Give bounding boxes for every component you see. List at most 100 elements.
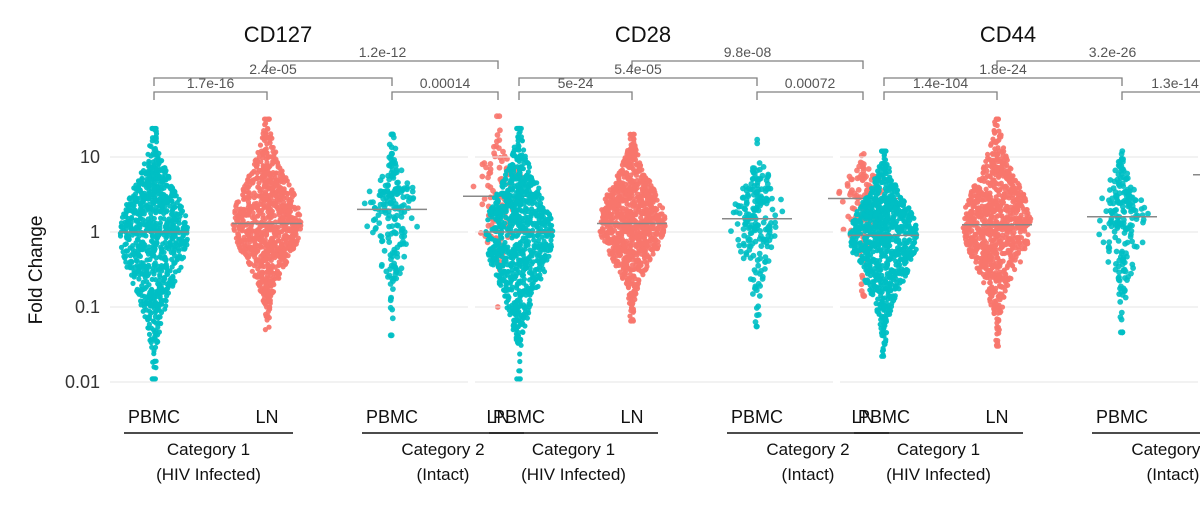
data-point <box>516 217 522 223</box>
y-tick-label: 0.1 <box>75 297 100 317</box>
data-point <box>270 185 276 192</box>
data-point <box>181 239 187 245</box>
data-point <box>600 226 606 232</box>
data-point <box>848 176 854 183</box>
data-point <box>481 160 488 166</box>
data-point <box>539 234 545 240</box>
data-point <box>600 212 607 218</box>
data-point <box>543 242 549 248</box>
data-point <box>488 209 494 215</box>
data-point <box>153 320 159 326</box>
data-point <box>180 225 186 231</box>
data-point <box>502 182 508 188</box>
significance-bracket <box>631 60 864 69</box>
data-point <box>236 242 242 248</box>
data-point <box>270 236 276 242</box>
data-point <box>268 144 274 150</box>
data-point <box>259 135 265 141</box>
data-point <box>156 160 162 166</box>
data-point <box>162 223 168 230</box>
data-point <box>277 173 283 179</box>
data-point <box>895 263 902 269</box>
data-point <box>158 299 165 305</box>
data-point <box>284 259 290 265</box>
data-point <box>144 248 150 254</box>
data-point <box>268 131 274 137</box>
data-point <box>381 247 388 254</box>
data-point <box>497 222 503 228</box>
data-point <box>502 172 509 178</box>
data-point <box>272 264 278 270</box>
data-point <box>765 232 772 239</box>
data-point <box>629 230 635 236</box>
data-point <box>497 154 504 161</box>
data-point <box>736 210 743 217</box>
category-label: Category 2 <box>766 440 849 459</box>
p-value-label: 9.8e-08 <box>724 44 772 60</box>
data-point <box>636 233 643 239</box>
data-point <box>479 201 486 208</box>
data-point <box>288 238 294 244</box>
data-point <box>867 204 873 210</box>
data-point <box>266 315 272 321</box>
data-point <box>859 176 866 183</box>
data-point <box>485 217 491 223</box>
data-point <box>779 208 786 215</box>
data-point <box>608 193 614 199</box>
data-point <box>404 180 411 187</box>
data-point <box>534 213 540 219</box>
data-point <box>621 248 627 254</box>
panel-cd44: CD44PBMCLNPBMCLNCategory 1(HIV Infected)… <box>840 22 1200 484</box>
data-point <box>258 159 264 165</box>
data-point <box>156 277 162 284</box>
data-point <box>118 244 125 250</box>
y-tick-label: 1 <box>90 222 100 242</box>
data-point <box>502 239 508 246</box>
data-point <box>549 233 555 239</box>
data-point <box>254 175 260 182</box>
data-point <box>170 186 176 192</box>
data-point <box>625 226 631 232</box>
data-point <box>617 205 623 211</box>
data-point <box>527 287 533 293</box>
data-point <box>496 281 502 287</box>
data-point <box>728 228 734 235</box>
data-point <box>626 164 632 171</box>
data-point <box>390 263 397 270</box>
data-point <box>503 293 509 299</box>
data-point <box>605 207 611 213</box>
data-point <box>629 200 635 206</box>
data-point <box>528 252 534 258</box>
data-point <box>764 181 771 187</box>
data-point <box>636 225 642 231</box>
data-point <box>645 192 651 198</box>
data-point <box>152 145 158 152</box>
data-point <box>130 280 136 286</box>
data-point <box>146 264 152 270</box>
data-point <box>173 218 179 225</box>
category-sublabel: (HIV Infected) <box>521 465 626 484</box>
data-point <box>398 209 405 216</box>
data-point <box>517 240 523 246</box>
p-value-label: 5.4e-05 <box>614 61 662 77</box>
data-point <box>548 242 554 248</box>
data-point <box>768 244 775 251</box>
data-point <box>514 332 521 339</box>
significance-bracket <box>153 91 268 100</box>
data-point <box>654 245 661 251</box>
data-point <box>154 152 160 158</box>
data-point <box>741 205 748 212</box>
data-point <box>491 143 497 150</box>
data-point <box>608 226 614 232</box>
data-point <box>154 240 160 246</box>
y-axis-label: Fold Change <box>26 216 47 325</box>
data-point <box>386 141 393 148</box>
group-pbmc-cat2 <box>728 136 786 330</box>
data-point <box>628 236 634 242</box>
data-point <box>494 132 501 138</box>
data-point <box>254 163 260 169</box>
data-point <box>282 247 288 253</box>
data-point <box>164 199 170 205</box>
data-point <box>512 275 518 281</box>
